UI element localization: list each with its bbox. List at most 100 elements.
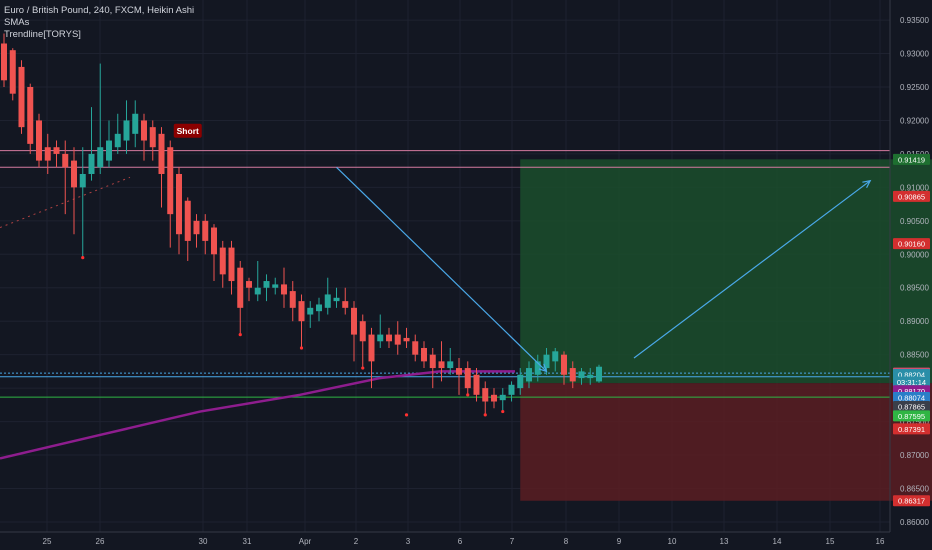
candle-body: [587, 374, 594, 379]
candle-body: [429, 354, 436, 369]
arrow-line[interactable]: [336, 166, 547, 372]
price-label-tag[interactable]: [893, 401, 930, 413]
candle-body: [596, 366, 602, 382]
price-label-text: 0.87391: [898, 425, 925, 434]
candle-body: [106, 140, 112, 161]
price-label-tag[interactable]: [893, 153, 930, 165]
candle-body: [491, 394, 497, 402]
candle-body: [237, 267, 244, 308]
candle-body: [44, 147, 51, 161]
low-marker-dot: [501, 409, 505, 414]
price-tick-label: 0.86000: [900, 518, 929, 527]
low-marker-dot: [361, 366, 365, 370]
candle-body: [394, 334, 401, 345]
price-tick-label: 0.88500: [900, 351, 929, 360]
candle-body: [36, 120, 42, 161]
price-label-tag[interactable]: [893, 391, 930, 403]
time-tick-label: 30: [199, 537, 208, 546]
time-tick-label: 10: [668, 537, 677, 546]
candle-body: [114, 133, 121, 148]
price-label-text: 0.87595: [898, 412, 925, 421]
candle-body: [438, 361, 445, 369]
candle-body: [377, 334, 384, 342]
low-marker-dot: [238, 332, 242, 337]
candle-body: [254, 287, 261, 295]
candle-body: [1, 43, 7, 81]
sma-line[interactable]: [0, 370, 515, 460]
price-label-text: 0.88074: [898, 393, 925, 402]
low-marker-dot: [404, 413, 409, 417]
price-label-text: 0.90160: [898, 240, 925, 249]
candle-body: [482, 388, 489, 402]
time-tick-label: 9: [617, 537, 622, 546]
candle-body: [281, 284, 287, 295]
time-tick-label: 14: [773, 537, 782, 546]
candle-body: [219, 247, 226, 275]
price-tick-label: 0.89500: [900, 284, 929, 293]
sma-indicator-label[interactable]: SMAs: [4, 17, 30, 28]
low-marker-dot: [466, 393, 470, 397]
price-label-tag[interactable]: [893, 423, 930, 435]
price-label-text: 0.91419: [898, 155, 925, 164]
candle-body: [193, 220, 200, 235]
price-tick-label: 0.93000: [900, 50, 929, 59]
candle-body: [517, 374, 524, 389]
candle-body: [141, 120, 147, 141]
low-marker-dot: [299, 346, 304, 350]
price-label-tag[interactable]: [893, 238, 930, 250]
price-label-tag[interactable]: [893, 410, 930, 422]
price-tick-label: 0.89000: [900, 317, 929, 326]
price-tick-label: 0.92500: [900, 83, 929, 92]
price-tick-label: 0.91000: [900, 183, 929, 192]
candle-body: [71, 160, 77, 188]
price-label-tag[interactable]: [893, 376, 930, 388]
candle-body: [421, 347, 427, 362]
loss-zone[interactable]: [520, 383, 932, 501]
price-tick-label: 0.87000: [900, 451, 929, 460]
profit-zone[interactable]: [520, 159, 932, 384]
candle-body: [62, 153, 69, 168]
price-tick-label: 0.86500: [900, 485, 929, 494]
trendline-indicator-label[interactable]: Trendline[TORYS]: [4, 29, 81, 40]
symbol-title[interactable]: Euro / British Pound, 240, FXCM, Heikin …: [4, 5, 195, 16]
candle-body: [149, 127, 156, 148]
candle-body: [263, 281, 270, 288]
arrow-head: [862, 179, 872, 189]
candle-body: [167, 147, 174, 215]
candle-body: [342, 301, 349, 308]
candle-body: [202, 220, 209, 241]
candle-body: [508, 384, 515, 395]
price-tick-label: 0.93500: [900, 16, 929, 25]
short-signal-label: Short: [177, 126, 199, 136]
chart-header: Euro / British Pound, 240, FXCM, Heikin …: [4, 5, 194, 41]
time-tick-label: 16: [876, 537, 885, 546]
candle-body: [316, 304, 322, 312]
time-tick-label: 26: [96, 537, 105, 546]
candle-body: [386, 334, 392, 342]
short-signal-badge[interactable]: [173, 123, 202, 138]
candle-body: [569, 368, 576, 382]
candle-body: [307, 307, 314, 315]
arrow-line[interactable]: [633, 180, 871, 359]
candle-body: [211, 227, 217, 255]
price-tick-label: 0.92000: [900, 116, 929, 125]
candle-body: [447, 361, 454, 369]
candle-body: [9, 50, 16, 94]
candle-body: [176, 173, 182, 235]
candle-body: [184, 200, 191, 241]
price-label-tag[interactable]: [893, 190, 930, 202]
candle-body: [18, 66, 25, 128]
candle-body: [403, 337, 410, 342]
candle-body: [272, 284, 279, 288]
price-tick-label: 0.90500: [900, 217, 929, 226]
time-tick-label: 6: [458, 537, 463, 546]
candle-body: [88, 153, 95, 174]
price-label-text: 0.88170: [898, 387, 925, 396]
price-tick-label: 0.87500: [900, 418, 929, 427]
candle-body: [246, 281, 252, 288]
candle-body: [456, 368, 462, 375]
price-label-tag[interactable]: [893, 495, 930, 507]
candle-body: [289, 291, 296, 308]
candle-body: [368, 334, 375, 362]
